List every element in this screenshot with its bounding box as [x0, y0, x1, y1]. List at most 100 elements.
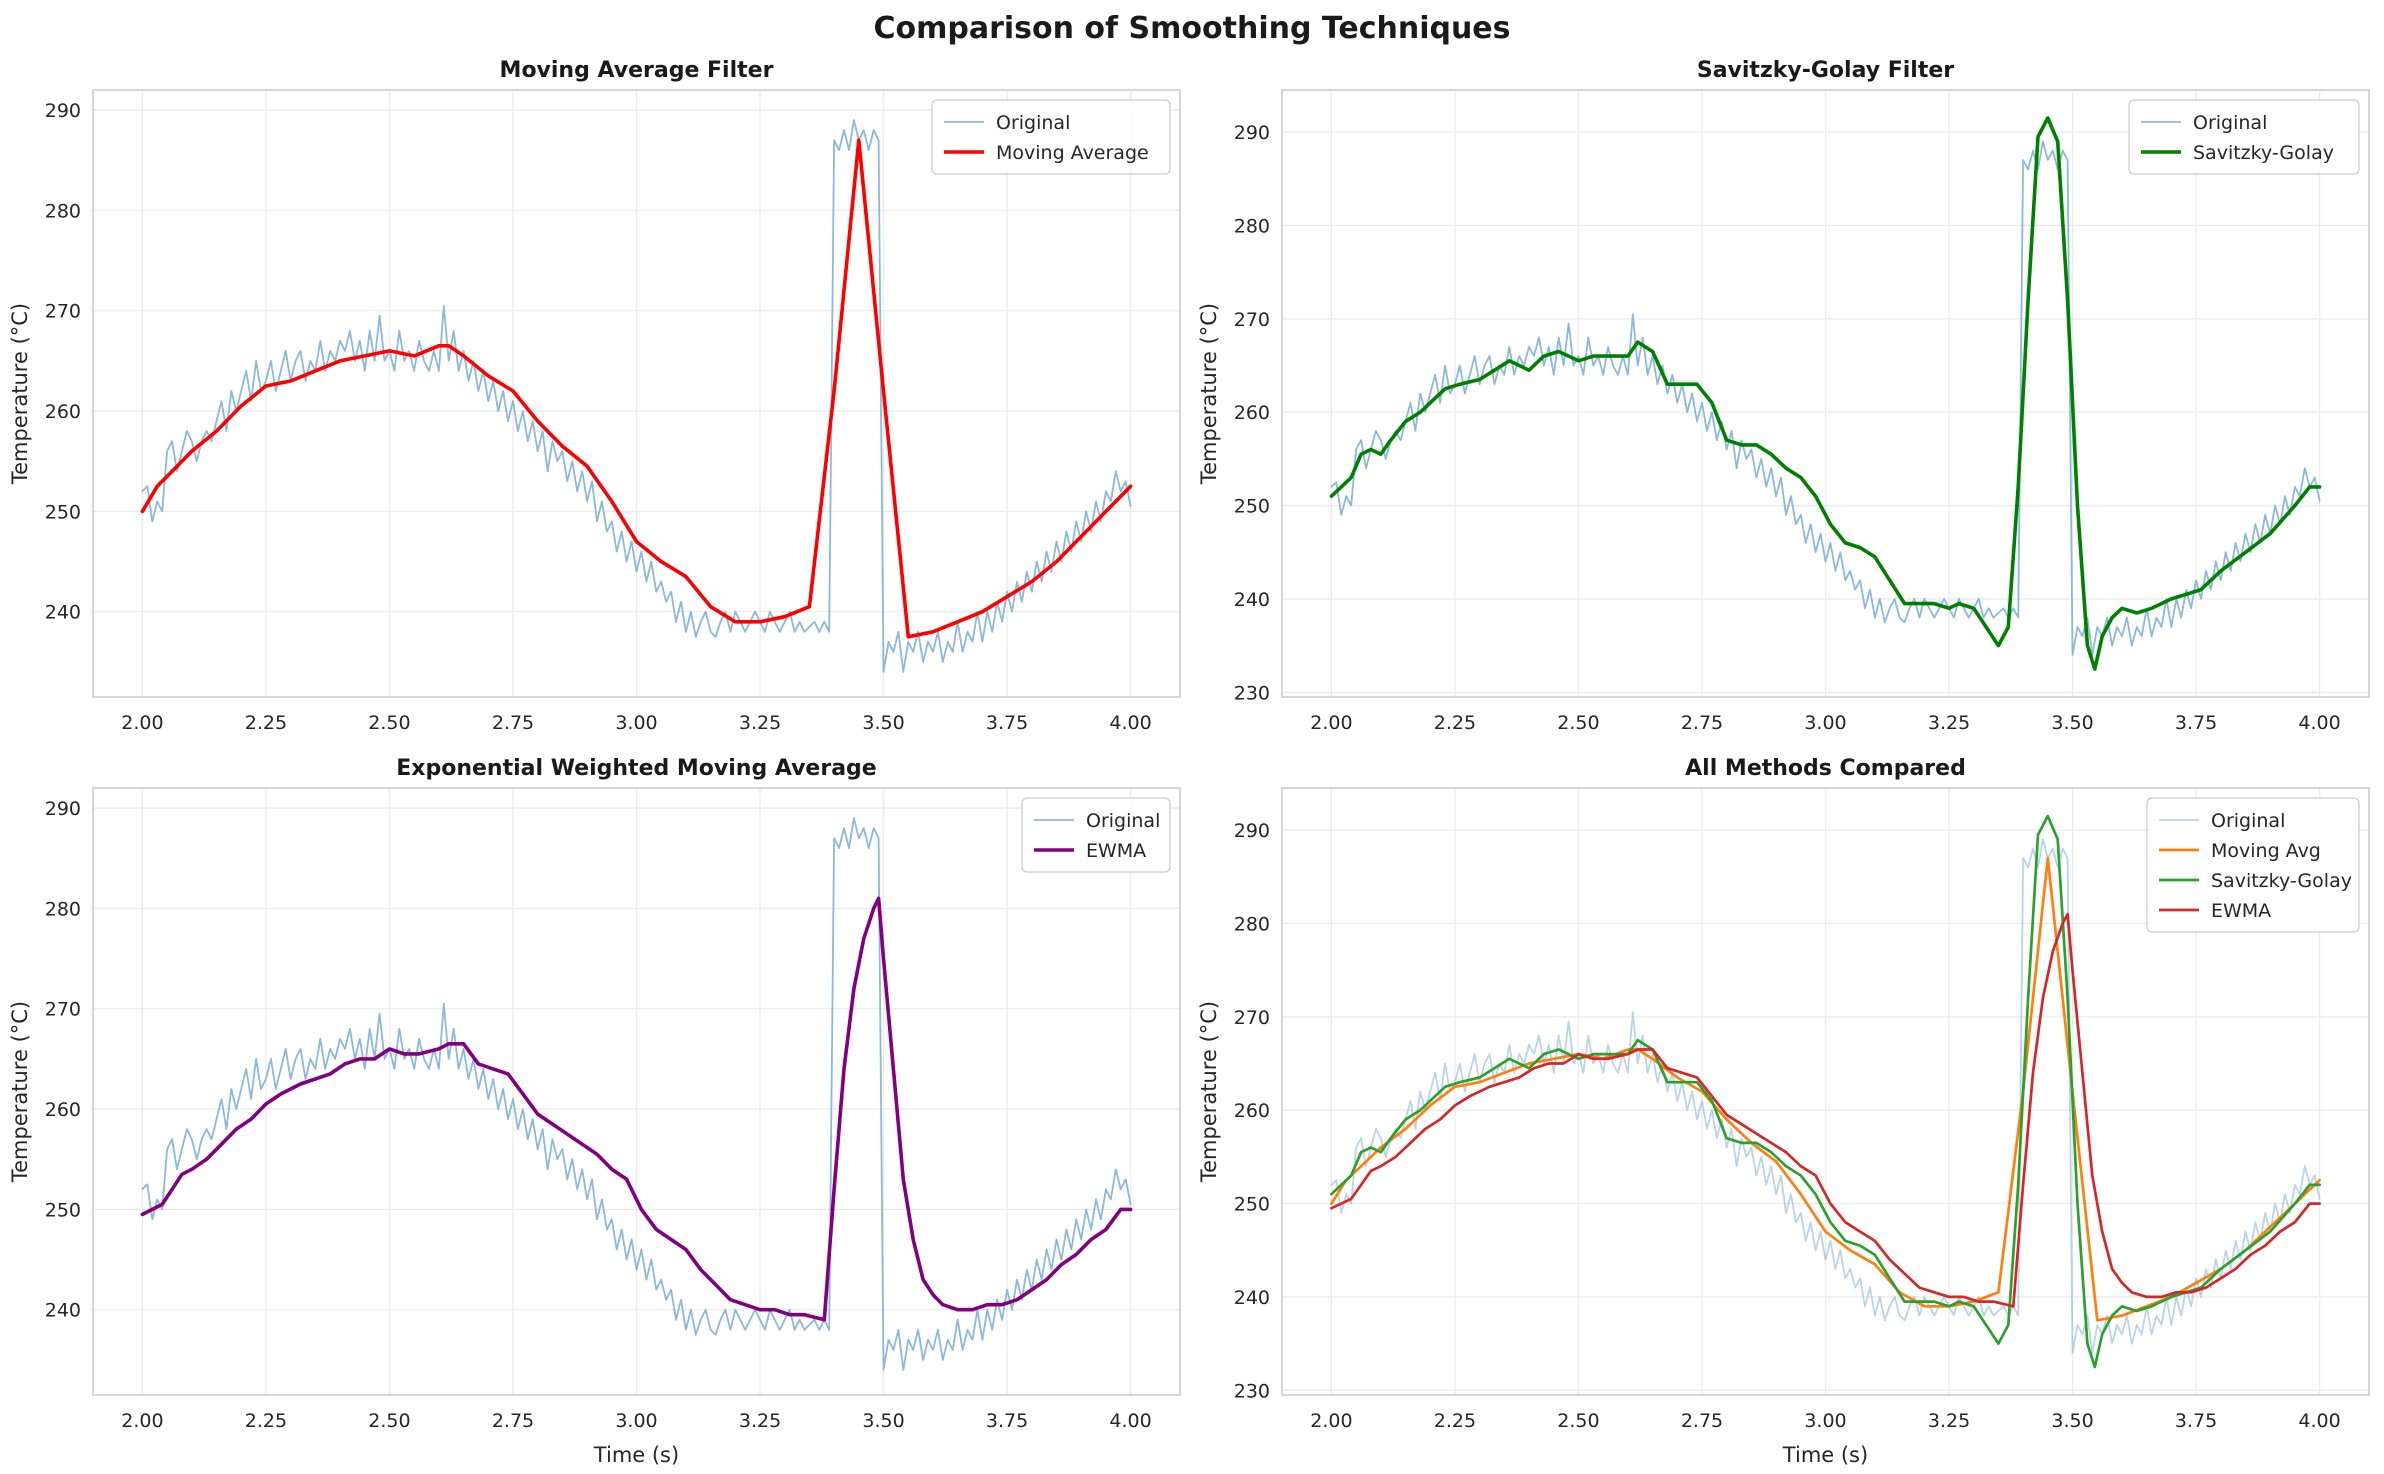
y-tick-label: 260	[1234, 1100, 1270, 1122]
chart-title: Savitzky-Golay Filter	[1697, 58, 1954, 83]
x-tick-label: 3.75	[2175, 1410, 2217, 1432]
x-tick-label: 3.00	[615, 712, 657, 734]
x-tick-label: 2.25	[245, 712, 287, 734]
y-tick-label: 260	[45, 1099, 81, 1121]
legend-label-moving-average: Moving Average	[996, 142, 1149, 164]
x-tick-label: 2.75	[492, 712, 534, 734]
x-tick-label: 3.50	[2051, 1410, 2093, 1432]
y-axis-label: Temperature (°C)	[8, 303, 32, 485]
chart-title: Moving Average Filter	[500, 58, 774, 83]
y-tick-label: 250	[45, 501, 81, 523]
x-tick-label: 4.00	[1109, 712, 1151, 734]
y-tick-label: 250	[1234, 1194, 1270, 1216]
legend-label-original: Original	[2193, 112, 2267, 134]
y-tick-label: 240	[1234, 1287, 1270, 1309]
series-group	[1329, 116, 2322, 671]
series-group	[140, 817, 1133, 1371]
y-axis-label: Temperature (°C)	[8, 1001, 32, 1183]
axes-frame	[1281, 89, 2370, 698]
x-tick-label: 2.25	[245, 1410, 287, 1432]
x-tick-label: 2.50	[368, 1410, 410, 1432]
x-tick-label: 3.25	[1928, 1410, 1970, 1432]
axes-frame	[92, 89, 1181, 698]
y-tick-label: 240	[1234, 589, 1270, 611]
y-tick-label: 230	[1234, 1380, 1270, 1402]
figure-title: Comparison of Smoothing Techniques	[873, 11, 1510, 46]
series-line-savitzky-golay	[1329, 116, 2322, 671]
x-tick-label: 4.00	[2298, 712, 2340, 734]
series-group	[140, 119, 1133, 673]
x-tick-label: 2.00	[121, 1410, 163, 1432]
x-tick-label: 2.00	[121, 712, 163, 734]
chart-4: 2.00 2.25 2.50 2.75 3.00 3.25 3.50 3.75 4.00 230 2…	[1197, 756, 2370, 1467]
y-tick-label: 280	[1234, 913, 1270, 935]
x-tick-label: 2.50	[368, 712, 410, 734]
y-tick-label: 280	[45, 898, 81, 920]
series-line-ewma	[140, 896, 1133, 1322]
legend-box	[1021, 797, 1171, 873]
x-tick-label: 3.00	[615, 1410, 657, 1432]
legend-label-original: Original	[1086, 810, 1160, 832]
legend-label-savitzky-golay: Savitzky-Golay	[2211, 870, 2352, 892]
legend-label-ewma: EWMA	[1086, 840, 1146, 862]
y-tick-label: 280	[45, 200, 81, 222]
x-tick-label: 2.50	[1557, 1410, 1599, 1432]
legend: Original EWMA	[1021, 797, 1171, 873]
x-tick-label: 2.75	[492, 1410, 534, 1432]
x-tick-label: 2.25	[1434, 1410, 1476, 1432]
x-tick-label: 2.00	[1310, 712, 1352, 734]
x-tick-label: 4.00	[2298, 1410, 2340, 1432]
x-tick-label: 3.25	[739, 712, 781, 734]
series-line-moving-avg	[1330, 856, 2321, 1322]
x-tick-label: 2.50	[1557, 712, 1599, 734]
y-tick-label: 260	[1234, 402, 1270, 424]
y-tick-label: 270	[1234, 1007, 1270, 1029]
legend-label-moving-avg: Moving Avg	[2211, 840, 2321, 862]
y-tick-label: 240	[45, 602, 81, 624]
chart-title: All Methods Compared	[1685, 756, 1966, 781]
y-tick-label: 290	[1234, 820, 1270, 842]
y-tick-label: 290	[45, 100, 81, 122]
x-tick-label: 2.25	[1434, 712, 1476, 734]
y-tick-label: 290	[1234, 122, 1270, 144]
legend-label-savitzky-golay: Savitzky-Golay	[2193, 142, 2334, 164]
legend-box	[2128, 99, 2360, 175]
chart-3: 2.00 2.25 2.50 2.75 3.00 3.25 3.50 3.75 4.00 240 2…	[8, 756, 1181, 1467]
axes-frame	[92, 787, 1181, 1396]
legend: Original Savitzky-Golay	[2128, 99, 2360, 175]
y-tick-label: 270	[45, 999, 81, 1021]
x-tick-label: 3.75	[986, 1410, 1028, 1432]
legend-label-ewma: EWMA	[2211, 900, 2271, 922]
x-axis-label: Time (s)	[593, 1443, 679, 1467]
chart-title: Exponential Weighted Moving Average	[396, 756, 876, 781]
legend-label-original: Original	[2211, 810, 2285, 832]
y-tick-label: 230	[1234, 682, 1270, 704]
x-tick-label: 3.00	[1804, 1410, 1846, 1432]
series-group	[1330, 814, 2321, 1369]
series-line-original	[1330, 140, 2321, 656]
legend-label-original: Original	[996, 112, 1070, 134]
y-axis-label: Temperature (°C)	[1197, 303, 1221, 485]
axes-frame	[1281, 787, 2370, 1396]
y-tick-label: 260	[45, 401, 81, 423]
y-tick-label: 250	[45, 1199, 81, 1221]
x-tick-label: 3.50	[2051, 712, 2093, 734]
x-tick-label: 4.00	[1109, 1410, 1151, 1432]
x-tick-label: 3.00	[1804, 712, 1846, 734]
y-tick-label: 290	[45, 798, 81, 820]
x-tick-label: 3.50	[862, 1410, 904, 1432]
x-tick-label: 2.75	[1681, 712, 1723, 734]
y-tick-label: 240	[45, 1300, 81, 1322]
x-tick-label: 2.75	[1681, 1410, 1723, 1432]
y-tick-label: 270	[1234, 309, 1270, 331]
x-tick-label: 3.75	[2175, 712, 2217, 734]
legend: Original Moving Avg Savitzky-Golay EWMA	[2146, 797, 2360, 933]
x-tick-label: 3.25	[739, 1410, 781, 1432]
series-line-original	[141, 817, 1132, 1371]
series-line-ewma	[1330, 912, 2321, 1308]
y-tick-label: 270	[45, 301, 81, 323]
series-line-moving-average	[140, 138, 1133, 639]
x-axis-label: Time (s)	[1782, 1443, 1868, 1467]
x-tick-label: 3.75	[986, 712, 1028, 734]
